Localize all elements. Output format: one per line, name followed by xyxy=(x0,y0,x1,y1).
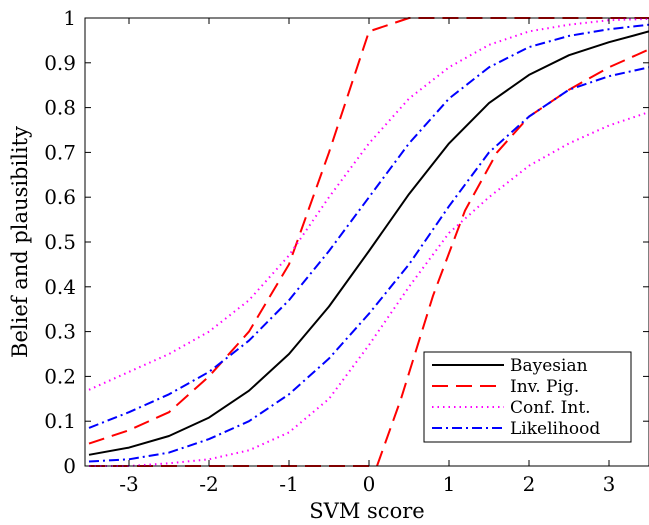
series-line-inv-pig xyxy=(88,17,649,445)
x-tick-label: 0 xyxy=(363,472,376,496)
x-axis-title: SVM score xyxy=(309,499,424,523)
legend-label: Likelihood xyxy=(510,419,600,439)
y-tick-label: 0.4 xyxy=(44,275,76,299)
legend-label: Conf. Int. xyxy=(510,398,591,418)
legend-label: Inv. Pig. xyxy=(510,377,579,397)
x-tick-label: -1 xyxy=(279,472,298,496)
legend-label: Bayesian xyxy=(510,356,588,376)
x-tick-label: -3 xyxy=(119,472,138,496)
y-tick-label: 0.2 xyxy=(44,364,76,388)
x-tick-label: -2 xyxy=(199,472,218,496)
y-tick-label: 1 xyxy=(63,6,76,30)
series-line-likelihood xyxy=(88,23,649,429)
series-line-bayesian xyxy=(88,30,649,456)
y-tick-label: 0.9 xyxy=(44,51,76,75)
y-tick-label: 0 xyxy=(63,454,76,478)
y-tick-label: 0.8 xyxy=(44,96,76,120)
y-tick-label: 0.5 xyxy=(44,230,76,254)
y-axis-title: Belief and plausibility xyxy=(8,126,32,358)
axis-ticks: -3 -2 -1 0 1 2 3 0 0.1 0.2 0.3 0.4 0.5 0.6 0.7 0.8 0.9 1 xyxy=(44,6,649,496)
y-tick-label: 0.3 xyxy=(44,320,76,344)
y-tick-label: 0.7 xyxy=(44,140,76,164)
x-tick-label: 3 xyxy=(603,472,616,496)
x-tick-label: 2 xyxy=(523,472,536,496)
y-tick-label: 0.1 xyxy=(44,409,76,433)
y-tick-label: 0.6 xyxy=(44,185,76,209)
x-tick-label: 1 xyxy=(443,472,456,496)
series-line-likelihood-lower xyxy=(88,66,649,463)
